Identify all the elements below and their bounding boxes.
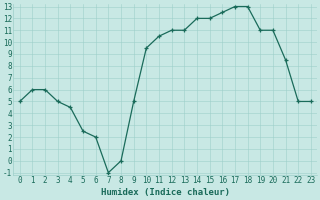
X-axis label: Humidex (Indice chaleur): Humidex (Indice chaleur) (101, 188, 230, 197)
